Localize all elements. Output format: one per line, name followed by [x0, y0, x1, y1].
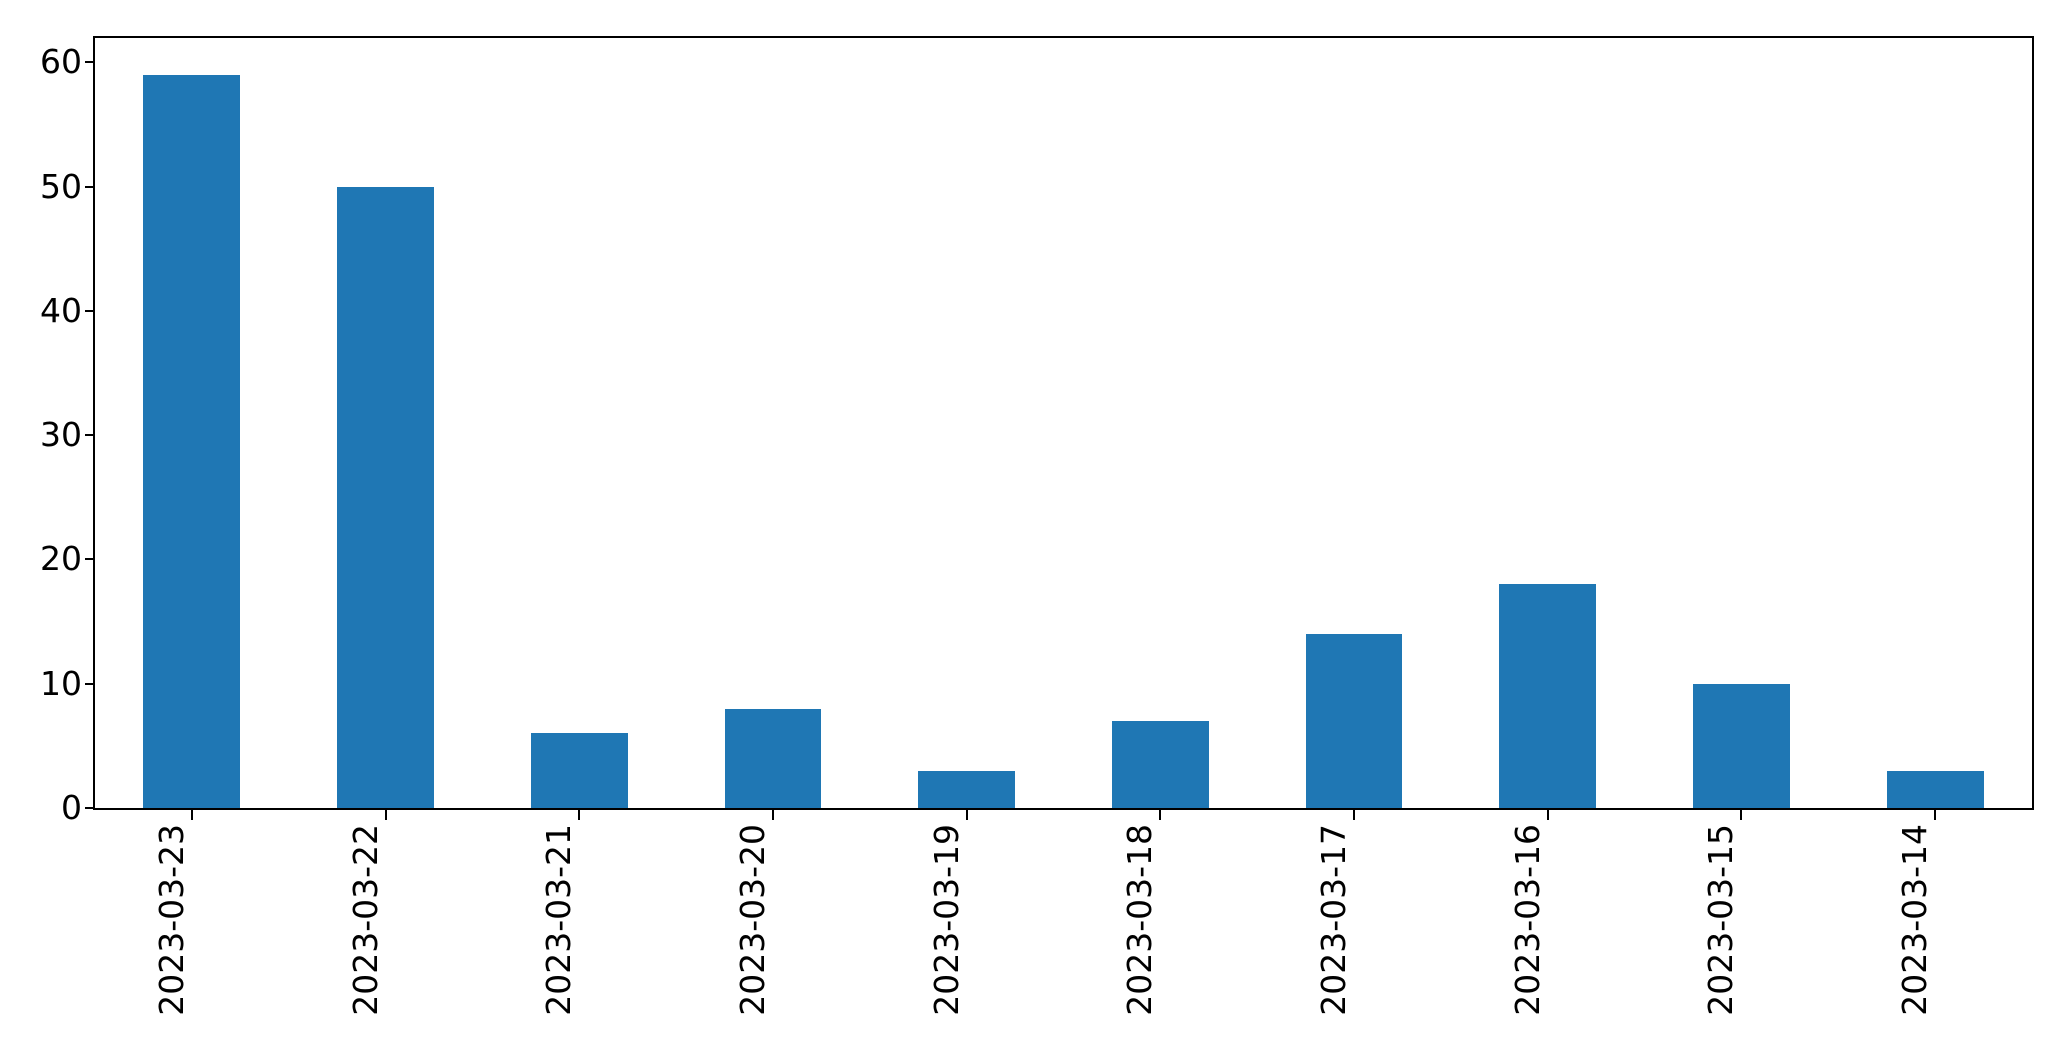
y-tick-label: 30: [40, 415, 82, 455]
bar-2023-03-15: [1693, 683, 1790, 808]
y-tick: [85, 558, 95, 561]
y-tick-label: 20: [40, 539, 82, 579]
x-tick: [1934, 810, 1937, 820]
x-tick: [190, 810, 193, 820]
x-tick-label: 2023-03-14: [1895, 824, 1935, 1016]
x-tick-label: 2023-03-17: [1314, 824, 1354, 1016]
x-tick-label: 2023-03-19: [926, 824, 966, 1016]
x-tick-label: 2023-03-23: [151, 824, 191, 1016]
bar-2023-03-21: [530, 733, 628, 808]
bar-2023-03-18: [1111, 721, 1209, 808]
x-tick: [771, 810, 774, 820]
bar-2023-03-17: [1305, 634, 1403, 808]
bar-2023-03-22: [337, 186, 434, 808]
x-tick-label: 2023-03-21: [539, 824, 579, 1016]
x-tick: [1159, 810, 1162, 820]
y-tick: [85, 61, 95, 64]
bar-2023-03-23: [143, 74, 241, 808]
bar-2023-03-20: [724, 708, 822, 808]
x-tick: [1353, 810, 1356, 820]
x-tick-label: 2023-03-16: [1507, 824, 1547, 1016]
x-tick-label: 2023-03-20: [732, 824, 772, 1016]
y-tick-label: 60: [40, 42, 82, 82]
x-tick: [384, 810, 387, 820]
plot-area: [93, 36, 2034, 810]
bar-2023-03-16: [1499, 584, 1597, 808]
bar-2023-03-19: [918, 770, 1016, 808]
y-tick: [85, 309, 95, 312]
y-tick: [85, 682, 95, 685]
x-tick-label: 2023-03-15: [1701, 824, 1741, 1016]
y-tick-label: 50: [40, 166, 82, 206]
y-tick-label: 0: [61, 788, 82, 827]
y-tick-label: 10: [40, 663, 82, 703]
x-tick-label: 2023-03-18: [1120, 824, 1160, 1016]
y-tick: [85, 807, 95, 809]
x-tick: [578, 810, 581, 820]
y-tick: [85, 185, 95, 188]
x-tick: [1546, 810, 1549, 820]
x-tick: [1740, 810, 1743, 820]
bar-2023-03-14: [1886, 770, 1984, 808]
y-tick: [85, 434, 95, 437]
y-tick-label: 40: [40, 290, 82, 330]
x-tick: [965, 810, 968, 820]
x-tick-label: 2023-03-22: [345, 824, 385, 1016]
